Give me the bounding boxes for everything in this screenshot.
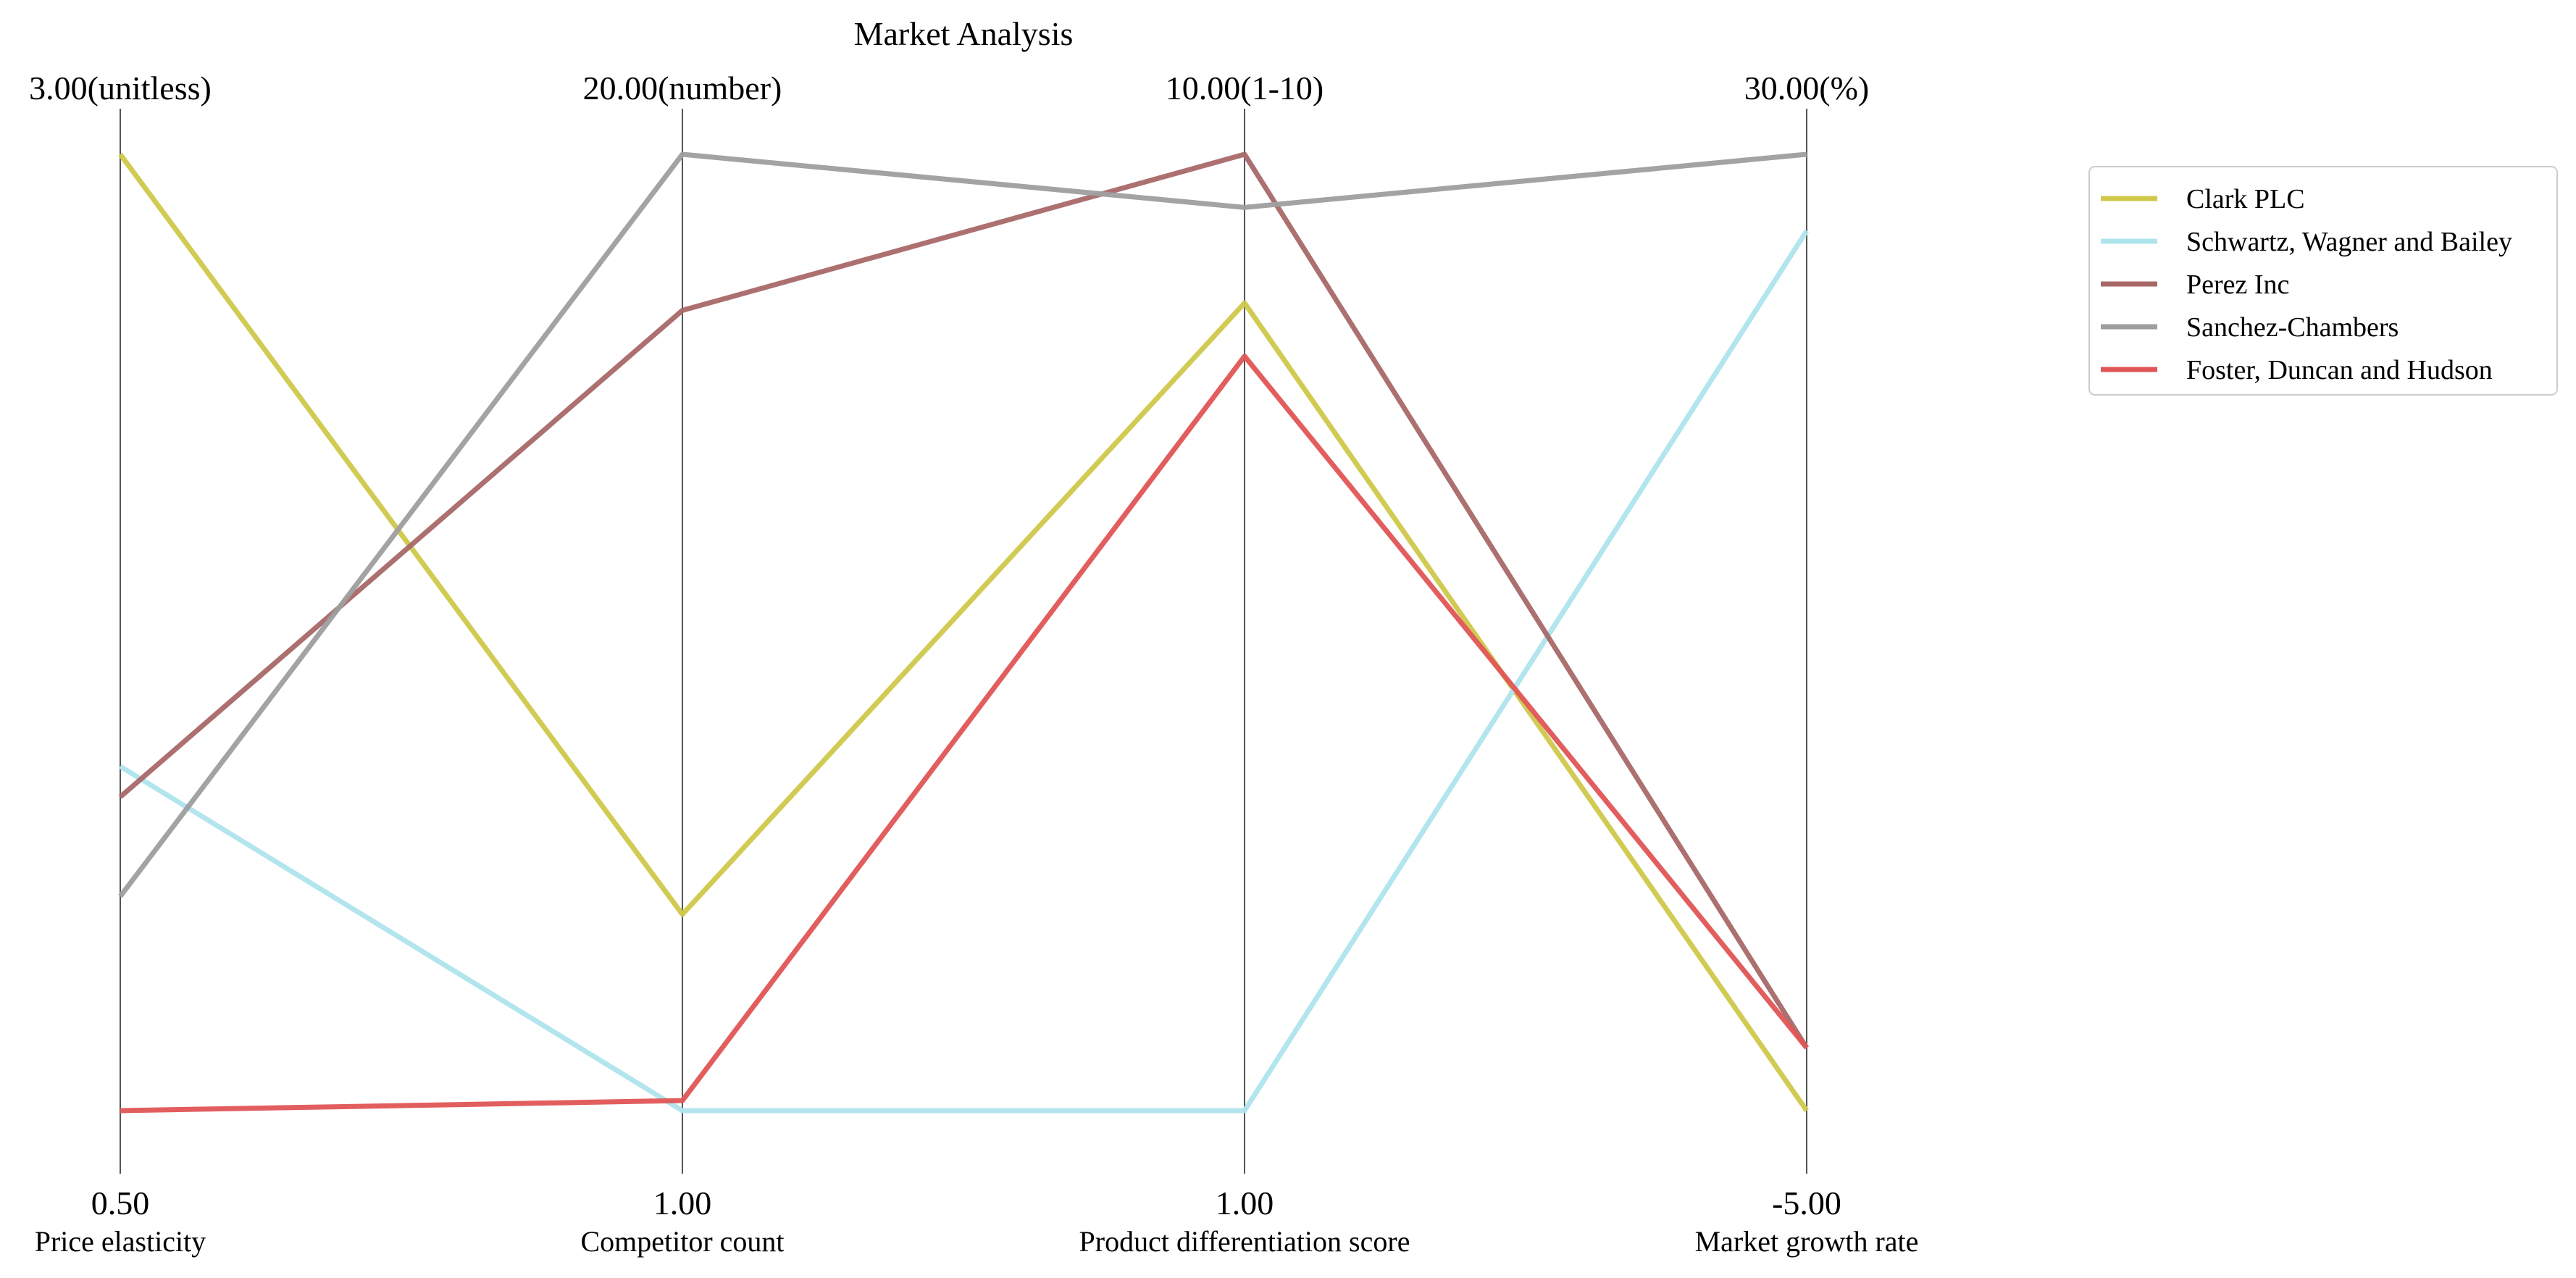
axis-name-label: Competitor count	[580, 1225, 784, 1258]
series-line	[119, 229, 1809, 1114]
axis-name-label: Price elasticity	[35, 1225, 206, 1258]
axis-min-label: 1.00	[653, 1185, 712, 1221]
axis-name-label: Product differentiation score	[1079, 1225, 1410, 1258]
legend-entry-label: Perez Inc	[2186, 270, 2289, 300]
legend-box	[2088, 166, 2558, 396]
axis-max-label: 10.00(1-10)	[1166, 70, 1323, 106]
axis-min-label: 1.00	[1216, 1185, 1274, 1221]
legend-entry-label: Sanchez-Chambers	[2186, 312, 2399, 343]
axis-max-label: 20.00(number)	[583, 70, 782, 106]
axis-min-label: 0.50	[91, 1185, 150, 1221]
series-line	[118, 151, 1807, 898]
axes-layer: 3.00(unitless) 0.50 Price elasticity 20.00(…	[29, 70, 1918, 1258]
legend-entry-label: Foster, Duncan and Hudson	[2186, 355, 2493, 385]
legend-entry-label: Schwartz, Wagner and Bailey	[2186, 227, 2512, 257]
axis-max-label: 3.00(unitless)	[29, 70, 212, 106]
axis-name-label: Market growth rate	[1695, 1225, 1919, 1258]
axis-max-label: 30.00(%)	[1744, 70, 1869, 106]
series-line	[118, 151, 1809, 1050]
legend-entry-label: Clark PLC	[2186, 184, 2305, 214]
axis-min-label: -5.00	[1772, 1185, 1841, 1221]
series-line	[120, 354, 1809, 1114]
series-line	[118, 152, 1809, 1112]
legend: Clark PLC Schwartz, Wagner and Bailey Pere…	[2088, 166, 2558, 396]
chart-title: Market Analysis	[854, 15, 1074, 52]
series-layer	[118, 151, 1809, 1114]
